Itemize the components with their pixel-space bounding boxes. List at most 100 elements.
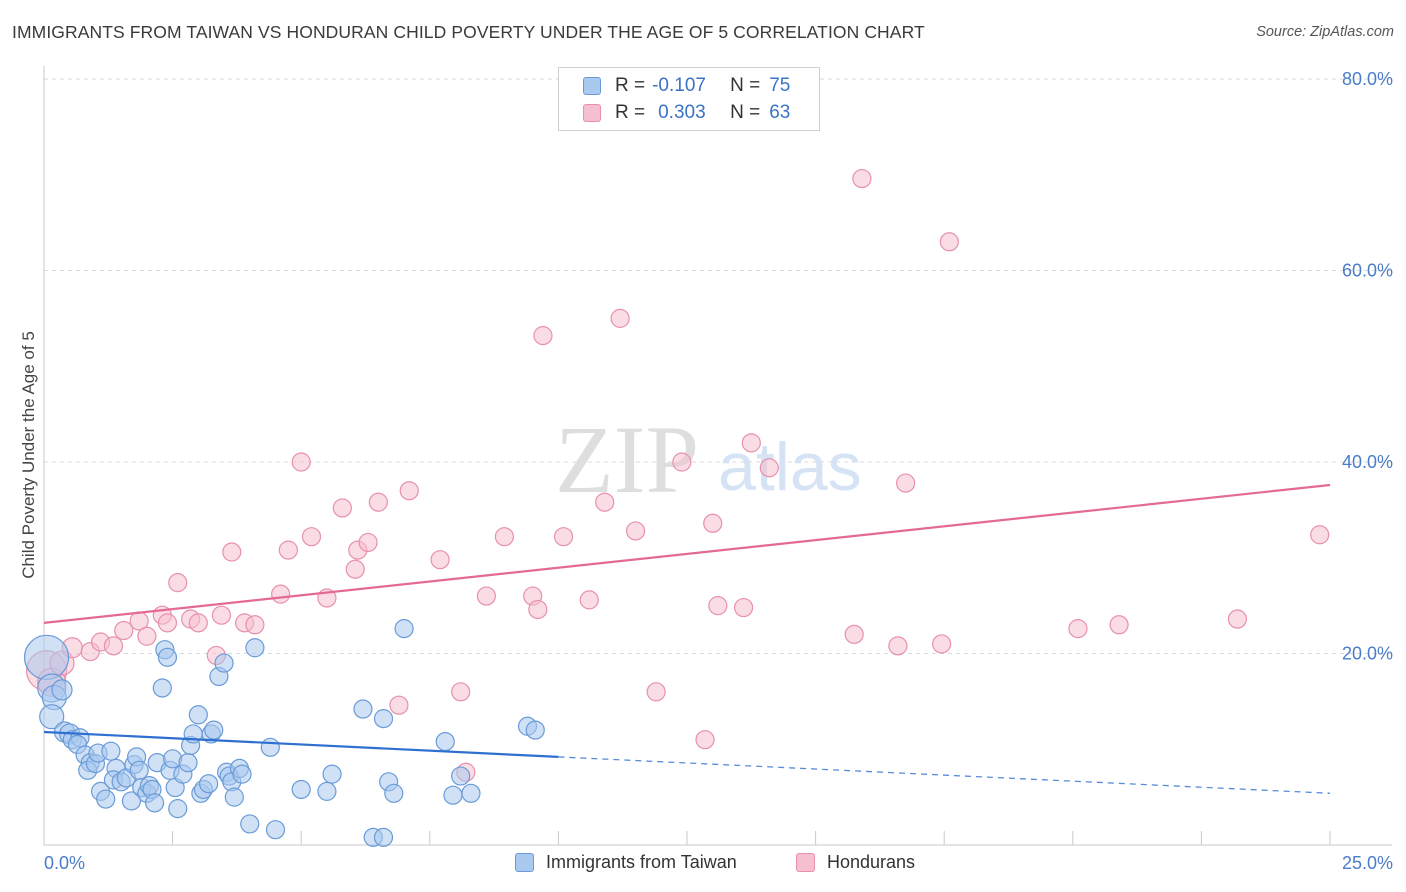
taiwan-trend-line (43, 730, 559, 759)
taiwan-point (178, 753, 198, 773)
taiwan-point (23, 634, 70, 680)
legend-swatch-taiwan (583, 77, 601, 95)
taiwan-point (394, 619, 414, 639)
honduran-point (345, 559, 365, 579)
legend-r-value-taiwan: -0.107 (652, 75, 706, 96)
taiwan-point (39, 704, 65, 730)
taiwan-point (525, 720, 545, 740)
bottom-legend-hondurans: Hondurans (796, 852, 915, 873)
source-label: Source: ZipAtlas.com (1256, 24, 1394, 40)
taiwan-point (384, 783, 404, 803)
honduran-point (888, 636, 908, 656)
honduran-point (733, 597, 754, 618)
honduran-point (1227, 609, 1248, 629)
taiwan-point (121, 791, 142, 811)
taiwan-point (443, 785, 463, 805)
trend-lines (43, 483, 1331, 794)
honduran-point (301, 527, 322, 547)
honduran-point (476, 586, 496, 606)
honduran-point (389, 695, 409, 715)
bottom-legend-label-taiwan: Immigrants from Taiwan (546, 852, 737, 872)
honduran-point (533, 326, 553, 346)
taiwan-point (373, 827, 394, 847)
honduran-point (399, 481, 419, 501)
taiwan-point (168, 799, 188, 819)
taiwan-point (129, 760, 149, 780)
honduran-point (271, 584, 291, 604)
honduran-point (291, 452, 311, 472)
honduran-point (157, 613, 178, 633)
honduran-point (932, 634, 952, 654)
honduran-point (188, 613, 208, 633)
stats-legend: R = -0.107 N = 75 R = 0.303 N = 63 (558, 67, 820, 131)
taiwan-point (232, 764, 252, 784)
bottom-legend-swatch-taiwan (515, 853, 534, 872)
honduran-point (211, 605, 232, 625)
taiwan-point (51, 679, 73, 701)
honduran-point (759, 458, 779, 478)
taiwan-point (101, 741, 121, 761)
honduran-point (368, 492, 388, 512)
taiwan-point (152, 678, 172, 698)
taiwan-point (291, 779, 311, 800)
legend-n-label: N = (730, 75, 761, 96)
taiwan-point (199, 774, 219, 794)
honduran-point (103, 636, 124, 656)
taiwan-point (214, 653, 234, 673)
taiwan-point (157, 647, 178, 667)
honduran-point (1310, 525, 1330, 545)
honduran-point (595, 492, 615, 512)
honduran-point (610, 308, 630, 328)
honduran-point (245, 615, 265, 635)
honduran-point (579, 590, 599, 610)
taiwan-point (224, 787, 244, 807)
legend-row-taiwan: R = -0.107 N = 75 (583, 74, 790, 98)
x-tick-label: 25.0% (1342, 853, 1393, 873)
x-tick-labels: 0.0% 25.0% (44, 853, 1393, 873)
y-tick-label: 60.0% (1342, 261, 1393, 281)
bottom-legend-label-hondurans: Hondurans (827, 852, 916, 872)
taiwan-points (23, 619, 545, 847)
taiwan-trend-extension (558, 756, 1331, 794)
legend-row-hondurans: R = 0.303 N = 63 (583, 101, 790, 125)
honduran-point (358, 532, 378, 553)
honduran-point (114, 620, 134, 641)
bottom-legend-taiwan: Immigrants from Taiwan (515, 852, 737, 873)
honduran-point (451, 682, 471, 702)
taiwan-point (96, 789, 116, 809)
honduran-point (646, 682, 666, 702)
x-tick-label: 0.0% (44, 853, 85, 873)
honduran-point (222, 542, 242, 562)
y-tick-labels: 20.0% 40.0% 60.0% 80.0% (1342, 69, 1393, 664)
honduran-point (168, 573, 188, 593)
honduran-point (939, 232, 959, 252)
taiwan-point (322, 764, 342, 784)
taiwan-point (317, 781, 337, 801)
taiwan-point (461, 783, 481, 803)
honduran-point (625, 521, 646, 541)
bottom-legend-swatch-hondurans (796, 853, 815, 872)
watermark-atlas: atlas (718, 429, 862, 505)
legend-r-label: R = (615, 75, 646, 96)
honduran-point (528, 599, 548, 620)
honduran-point (332, 498, 352, 518)
honduran-point (852, 168, 872, 189)
taiwan-point (144, 793, 165, 813)
taiwan-point (265, 820, 286, 840)
legend-n-value-taiwan: 75 (769, 75, 791, 96)
y-axis-label: Child Poverty Under the Age of 5 (19, 331, 38, 579)
grid-lines (44, 78, 1392, 654)
honduran-point (1109, 615, 1129, 635)
honduran-point (703, 513, 723, 533)
honduran-point (137, 626, 157, 646)
legend-n-label: N = (730, 102, 761, 123)
honduran-point (741, 433, 761, 453)
honduran-point (695, 730, 715, 750)
honduran-point (553, 527, 574, 547)
y-tick-label: 80.0% (1342, 69, 1393, 89)
taiwan-point (204, 720, 224, 740)
taiwan-point (451, 766, 471, 786)
y-tick-label: 20.0% (1342, 644, 1393, 664)
legend-swatch-hondurans (583, 104, 601, 122)
